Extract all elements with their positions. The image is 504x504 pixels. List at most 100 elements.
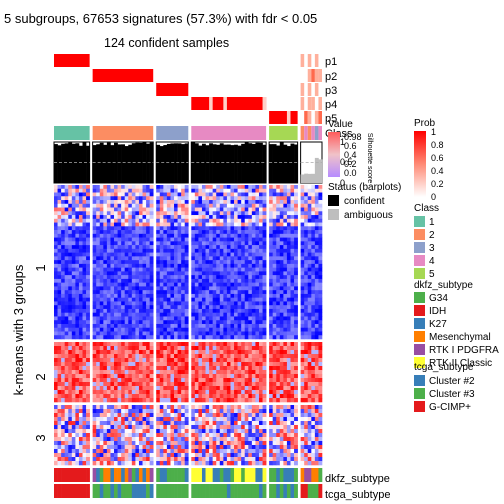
heatmap-cell [146, 297, 150, 302]
heatmap-cell [219, 185, 224, 190]
heatmap-cell [96, 237, 101, 242]
heatmap-cell [177, 248, 182, 253]
heatmap-cell [300, 409, 305, 414]
heatmap-cell [300, 226, 305, 231]
heatmap-cell [82, 200, 87, 205]
heatmap-cell [64, 429, 69, 434]
heatmap-cell [128, 327, 133, 332]
heatmap-cell [177, 267, 182, 272]
heatmap-cell [234, 362, 238, 367]
heatmap-cell [223, 346, 228, 351]
heatmap-cell [170, 263, 175, 268]
heatmap-cell [205, 366, 210, 371]
heatmap-cell [258, 449, 263, 454]
heatmap-cell [103, 218, 108, 223]
heatmap-cell [205, 200, 210, 205]
heatmap-cell [201, 425, 206, 430]
heatmap-cell [318, 342, 323, 347]
heatmap-cell [57, 390, 62, 395]
heatmap-cell [201, 449, 206, 454]
heatmap-cell [311, 441, 316, 446]
heatmap-cell [57, 248, 62, 253]
heatmap-cell [128, 241, 133, 246]
heatmap-cell [131, 433, 136, 438]
heatmap-cell [64, 245, 69, 250]
heatmap-cell [92, 445, 97, 450]
heatmap-cell [212, 437, 217, 442]
prob-cell [311, 69, 315, 82]
heatmap-cell [124, 362, 129, 367]
heatmap-cell [251, 386, 256, 391]
heatmap-cell [216, 192, 221, 197]
heatmap-cell [276, 241, 281, 246]
heatmap-cell [283, 233, 288, 238]
heatmap-cell [205, 433, 210, 438]
heatmap-cell [234, 203, 238, 208]
heatmap-cell [184, 323, 189, 329]
heatmap-cell [307, 327, 312, 332]
heatmap-cell [117, 200, 122, 205]
heatmap-cell [146, 226, 150, 231]
heatmap-cell [57, 233, 62, 238]
heatmap-cell [64, 203, 69, 208]
heatmap-cell [230, 305, 235, 310]
heatmap-cell [272, 350, 277, 355]
heatmap-cell [163, 248, 168, 253]
heatmap-cell [223, 433, 228, 438]
heatmap-cell [258, 354, 263, 359]
heatmap-cell [216, 441, 221, 446]
heatmap-cell [311, 382, 316, 387]
heatmap-cell [230, 358, 235, 363]
heatmap-cell [124, 429, 129, 434]
heatmap-cell [177, 275, 182, 280]
heatmap-cell [311, 237, 316, 242]
heatmap-cell [276, 386, 281, 391]
heatmap-cell [106, 308, 111, 314]
heatmap-cell [114, 305, 118, 310]
heatmap-cell [226, 394, 231, 399]
heatmap-cell [290, 346, 295, 351]
heatmap-cell [262, 335, 267, 340]
heatmap-cell [78, 354, 83, 359]
heatmap-cell [241, 358, 246, 363]
heatmap-cell [170, 207, 175, 212]
heatmap-cell [131, 301, 136, 306]
heatmap-cell [159, 425, 164, 430]
heatmap-cell [244, 358, 249, 363]
heatmap-cell [269, 248, 273, 253]
heatmap-cell [198, 192, 203, 197]
prob-cell [307, 69, 312, 82]
heatmap-cell [71, 271, 76, 276]
heatmap-cell [255, 207, 260, 212]
heatmap-cell [223, 256, 228, 261]
heatmap-cell [307, 215, 312, 220]
heatmap-cell [209, 331, 213, 336]
heatmap-cell [159, 449, 164, 454]
heatmap-cell [205, 237, 210, 242]
heatmap-cell [75, 245, 80, 250]
heatmap-cell [279, 267, 284, 272]
heatmap-cell [201, 241, 206, 246]
heatmap-cell [269, 453, 273, 458]
heatmap-cell [174, 453, 178, 458]
heatmap-cell [54, 192, 58, 197]
heatmap-cell [191, 382, 196, 387]
heatmap-cell [142, 263, 147, 268]
heatmap-cell [181, 245, 186, 250]
heatmap-cell [279, 342, 284, 347]
heatmap-cell [314, 196, 319, 201]
heatmap-cell [276, 207, 281, 212]
heatmap-cell [311, 188, 316, 193]
heatmap-cell [318, 320, 323, 325]
heatmap-cell [128, 233, 133, 238]
heatmap-cell [276, 200, 281, 205]
heatmap-cell [103, 390, 108, 395]
heatmap-cell [124, 342, 129, 347]
heatmap-cell [138, 305, 143, 310]
heatmap-cell [230, 350, 235, 355]
heatmap-cell [201, 413, 206, 418]
heatmap-cell [163, 203, 168, 208]
heatmap-cell [276, 260, 281, 265]
heatmap-cell [142, 233, 147, 238]
heatmap-cell [318, 188, 323, 193]
